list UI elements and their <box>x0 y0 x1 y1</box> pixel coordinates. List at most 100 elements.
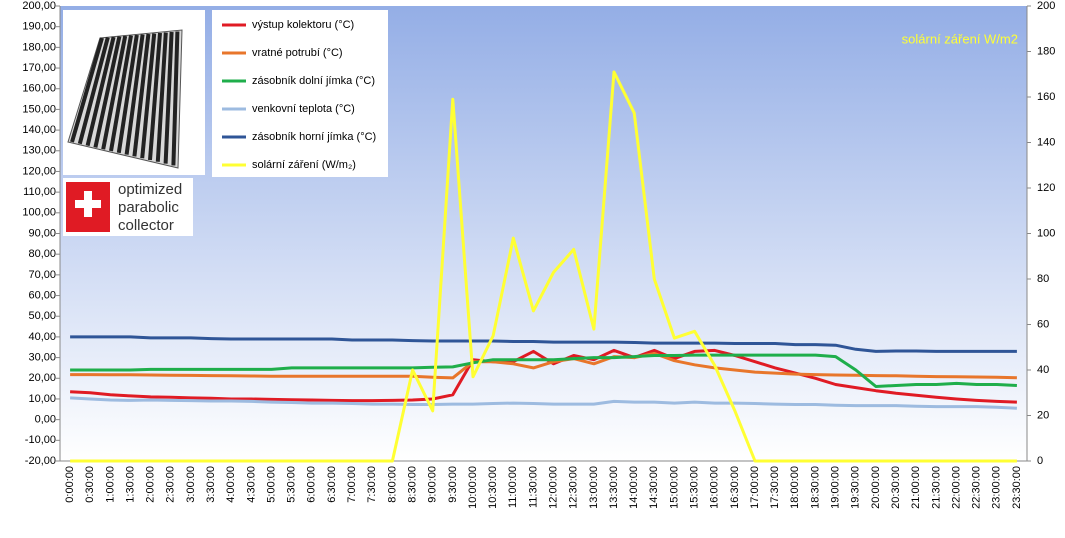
tube <box>77 36 110 145</box>
x-tick-label: 21:00:00 <box>910 466 922 509</box>
x-tick-label: 5:30:00 <box>286 466 298 503</box>
x-tick-label: 18:30:00 <box>809 466 821 509</box>
x-tick-label: 9:30:00 <box>447 466 459 503</box>
legend-label: zásobník horní jímka (°C) <box>252 131 376 143</box>
y2-tick-label: 140 <box>1037 136 1055 148</box>
x-tick-label: 23:00:00 <box>991 466 1003 509</box>
x-tick-label: 3:00:00 <box>185 466 197 503</box>
y-tick-label: 140,00 <box>22 124 56 136</box>
tube <box>132 33 151 157</box>
legend-label: solární záření (W/m₂) <box>252 159 356 171</box>
y-tick-label: 170,00 <box>22 62 56 74</box>
series-line <box>70 352 1017 380</box>
x-tick-label: 7:00:00 <box>346 466 358 503</box>
x-tick-label: 15:30:00 <box>689 466 701 509</box>
tube <box>171 31 180 166</box>
y-tick-label: 130,00 <box>22 145 56 157</box>
y-tick-label: 190,00 <box>22 21 56 33</box>
y2-tick-label: 100 <box>1037 227 1055 239</box>
x-tick-label: 12:00:00 <box>547 466 559 509</box>
y2-tick-label: 120 <box>1037 182 1055 194</box>
series-line <box>70 348 1017 404</box>
x-tick-label: 6:00:00 <box>306 466 318 503</box>
x-tick-label: 8:30:00 <box>406 466 418 503</box>
y-tick-label: 0,00 <box>35 414 56 426</box>
y2-tick-label: 80 <box>1037 273 1049 285</box>
y-tick-label: 30,00 <box>28 351 56 363</box>
x-tick-label: 17:00:00 <box>749 466 761 509</box>
y-tick-label: 60,00 <box>28 289 56 301</box>
x-tick-label: 14:30:00 <box>648 466 660 509</box>
x-tick-label: 10:00:00 <box>467 466 479 509</box>
x-tick-label: 0:00:00 <box>64 466 76 503</box>
y-tick-label: 20,00 <box>28 372 56 384</box>
y-tick-label: 110,00 <box>23 186 56 198</box>
tube <box>93 36 122 148</box>
x-tick-label: 16:00:00 <box>709 466 721 509</box>
tube <box>116 34 139 154</box>
x-tick-label: 14:00:00 <box>628 466 640 509</box>
tube <box>163 31 174 164</box>
series-line <box>70 335 1017 353</box>
x-tick-label: 8:00:00 <box>386 466 398 503</box>
x-tick-label: 3:30:00 <box>205 466 217 503</box>
y-tick-label: 70,00 <box>28 269 56 281</box>
series-line <box>70 70 1017 463</box>
legend-label: výstup kolektoru (°C) <box>252 19 354 31</box>
product-photo <box>63 10 205 175</box>
x-tick-label: 19:30:00 <box>850 466 862 509</box>
y-tick-label: -10,00 <box>25 434 56 446</box>
x-tick-label: 11:30:00 <box>527 466 539 508</box>
y-tick-label: 120,00 <box>22 165 56 177</box>
logo-text: collector <box>118 217 174 234</box>
x-tick-label: 4:00:00 <box>225 466 237 503</box>
x-tick-label: 1:30:00 <box>124 466 136 503</box>
x-tick-label: 20:00:00 <box>870 466 882 509</box>
tube <box>101 35 128 150</box>
x-tick-label: 10:30:00 <box>487 466 499 509</box>
x-tick-label: 6:30:00 <box>326 466 338 503</box>
tube <box>155 32 168 162</box>
x-tick-label: 16:30:00 <box>729 466 741 509</box>
x-tick-label: 7:30:00 <box>366 466 378 503</box>
tube <box>109 35 133 152</box>
logo-text: optimized <box>118 181 182 198</box>
tube <box>124 34 145 155</box>
x-tick-label: 9:00:00 <box>427 466 439 503</box>
legend-label: zásobník dolní jímka (°C) <box>252 75 375 87</box>
x-tick-label: 12:30:00 <box>568 466 580 509</box>
annotation: solární záření W/m2 <box>902 31 1018 46</box>
x-tick-label: 20:30:00 <box>890 466 902 509</box>
y-tick-label: 50,00 <box>28 310 56 322</box>
legend <box>212 10 388 177</box>
x-tick-label: 5:00:00 <box>265 466 277 503</box>
x-tick-label: 18:00:00 <box>789 466 801 509</box>
series-line <box>70 396 1017 410</box>
legend-label: vratné potrubí (°C) <box>252 47 343 59</box>
x-tick-label: 19:00:00 <box>830 466 842 509</box>
y-tick-label: 200,00 <box>22 0 56 12</box>
x-tick-label: 2:30:00 <box>165 466 177 503</box>
x-tick-label: 22:00:00 <box>950 466 962 509</box>
x-tick-label: 0:30:00 <box>84 466 96 503</box>
y-tick-label: 80,00 <box>28 248 56 260</box>
y2-tick-label: 40 <box>1037 364 1049 376</box>
tube <box>148 32 162 161</box>
y-tick-label: 150,00 <box>22 103 56 115</box>
x-tick-label: 13:00:00 <box>588 466 600 509</box>
tube <box>85 36 116 147</box>
legend-label: venkovní teplota (°C) <box>252 103 355 115</box>
y-tick-label: 180,00 <box>22 41 56 53</box>
y-tick-label: 10,00 <box>28 393 56 405</box>
y2-tick-label: 160 <box>1037 91 1055 103</box>
logo: optimized parabolic collector <box>63 178 193 236</box>
x-tick-label: 13:30:00 <box>608 466 620 509</box>
tube <box>70 37 104 143</box>
y-tick-label: -20,00 <box>25 455 56 467</box>
x-tick-label: 11:00:00 <box>507 466 519 508</box>
y2-tick-label: 0 <box>1037 455 1043 467</box>
tube <box>140 33 157 159</box>
x-tick-label: 17:30:00 <box>769 466 781 509</box>
x-tick-label: 2:00:00 <box>145 466 157 503</box>
y2-tick-label: 60 <box>1037 318 1049 330</box>
